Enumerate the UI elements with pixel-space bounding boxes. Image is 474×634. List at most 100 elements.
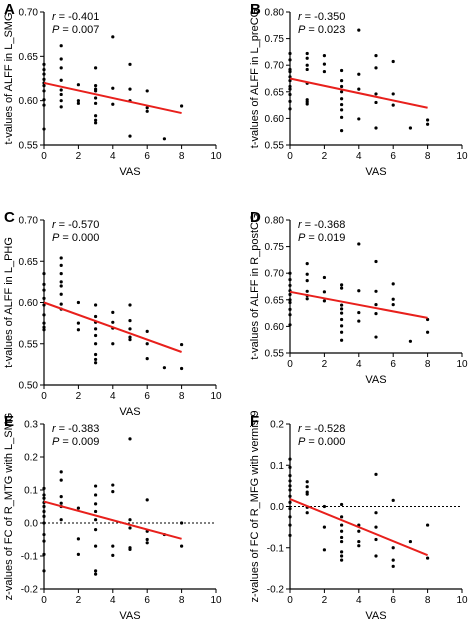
data-point — [374, 54, 378, 58]
r-statistic: r = -0.528 — [298, 423, 345, 435]
r-symbol: r — [52, 11, 57, 23]
x-tick-label: 10 — [210, 595, 222, 606]
data-point — [391, 103, 395, 107]
p-value: = 0.000 — [62, 232, 99, 244]
data-point — [145, 89, 149, 93]
data-point — [391, 92, 395, 96]
r-symbol: r — [298, 11, 303, 23]
data-point — [340, 330, 344, 334]
data-point — [76, 537, 80, 541]
data-point — [128, 338, 132, 342]
data-point — [111, 544, 115, 548]
data-point — [288, 300, 292, 305]
data-point — [111, 483, 115, 487]
data-point — [42, 509, 46, 514]
y-tick-label: 0.55 — [265, 141, 285, 152]
data-point — [288, 515, 292, 519]
data-point — [340, 550, 344, 554]
p-value: = 0.023 — [308, 24, 345, 36]
y-tick-label: 0.70 — [19, 8, 39, 19]
chart-panel-f: F 0 2 4 6 8 10 -0.2 -0.1 0.0 0.1 0.2 VAS z-values of … — [249, 411, 468, 622]
data-point — [42, 552, 46, 556]
data-point — [322, 62, 326, 66]
data-point — [305, 67, 309, 72]
data-point — [322, 290, 326, 294]
y-tick-label: 0.0 — [270, 502, 284, 513]
x-tick-label: 0 — [41, 151, 47, 162]
data-point — [42, 486, 46, 490]
r-value: = -0.350 — [305, 11, 346, 23]
y-tick-label: 0.75 — [265, 242, 285, 253]
p-value: = 0.000 — [308, 436, 345, 448]
x-tick-label: 0 — [287, 151, 293, 162]
data-point — [340, 515, 344, 519]
panel-letter: D — [250, 209, 261, 226]
data-point — [391, 282, 395, 286]
p-statistic: P = 0.000 — [298, 436, 345, 448]
data-point — [340, 90, 344, 94]
data-point — [305, 56, 309, 60]
r-symbol: r — [298, 219, 303, 231]
data-point — [42, 514, 46, 519]
data-point — [340, 317, 344, 322]
p-statistic: P = 0.019 — [298, 232, 345, 244]
data-point — [42, 532, 46, 537]
data-point — [111, 102, 115, 106]
data-point — [374, 554, 378, 558]
y-tick-label: -0.1 — [267, 543, 285, 554]
r-statistic: r = -0.570 — [52, 219, 99, 231]
x-tick-label: 8 — [179, 391, 185, 402]
data-point — [305, 279, 309, 283]
x-tick-label: 4 — [356, 595, 362, 606]
r-symbol: r — [298, 423, 303, 435]
x-tick-label: 0 — [41, 391, 47, 402]
data-point — [340, 539, 344, 544]
data-point — [111, 86, 115, 90]
data-point — [94, 509, 98, 514]
data-point — [111, 310, 115, 314]
data-point — [374, 537, 378, 542]
data-point — [94, 89, 98, 93]
data-point — [426, 556, 430, 560]
data-point — [94, 502, 98, 506]
data-point — [408, 339, 412, 343]
chart-panel-b: B 0 2 4 6 8 10 0.55 0.60 0.65 0.70 0.75 0.80 VAS t-val… — [249, 1, 468, 178]
data-point — [374, 312, 378, 316]
data-point — [42, 296, 46, 300]
data-point — [94, 314, 98, 319]
data-point — [391, 302, 395, 307]
data-point — [94, 96, 98, 100]
data-point — [288, 533, 292, 537]
data-point — [94, 484, 98, 488]
p-symbol: P — [52, 232, 60, 244]
p-statistic: P = 0.023 — [298, 24, 345, 36]
data-point — [340, 529, 344, 533]
p-symbol: P — [52, 436, 60, 448]
chart-panel-c: C 0 2 4 6 8 10 0.50 0.55 0.60 0.65 0.70 VAS t-values … — [3, 209, 222, 418]
data-point — [357, 87, 361, 91]
data-point — [322, 54, 326, 58]
data-point — [340, 79, 344, 83]
x-tick-label: 10 — [210, 151, 222, 162]
x-tick-label: 2 — [76, 391, 82, 402]
data-point — [111, 553, 115, 557]
data-point — [391, 297, 395, 301]
data-point — [59, 88, 63, 92]
data-point — [128, 526, 132, 530]
data-point — [322, 548, 326, 552]
data-point — [94, 352, 98, 357]
data-point — [42, 282, 46, 286]
y-tick-label: 0.65 — [19, 257, 39, 268]
data-point — [391, 546, 395, 550]
y-tick-label: 0.65 — [19, 52, 39, 63]
data-point — [76, 101, 80, 105]
data-point — [288, 79, 292, 83]
r-value: = -0.368 — [305, 219, 346, 231]
data-point — [288, 500, 292, 504]
data-point — [288, 84, 292, 89]
p-value: = 0.009 — [62, 436, 99, 448]
data-point — [145, 106, 149, 110]
data-point — [76, 321, 80, 325]
data-point — [288, 465, 292, 469]
data-point — [128, 87, 132, 91]
